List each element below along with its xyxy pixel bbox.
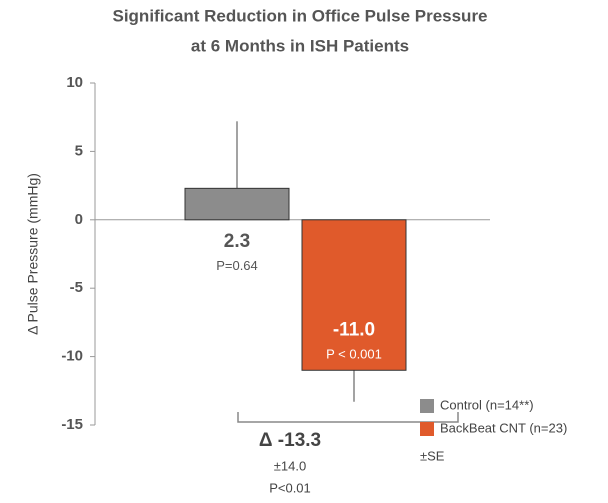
difference-label: Δ -13.3 [259,430,321,451]
chart-title: at 6 Months in ISH Patients [191,36,409,55]
bar [301,219,407,371]
legend-label: Control (n=14**) [440,397,534,412]
legend-label: BackBeat CNT (n=23) [440,420,567,435]
legend-swatch [420,422,434,436]
value-label: -11.0 [333,319,375,340]
y-axis-label: Δ Pulse Pressure (mmHg) [25,173,41,335]
value-label: 2.3 [224,231,250,252]
y-tick-label: 0 [75,211,83,228]
p-label: P=0.64 [216,258,258,273]
p-label: P < 0.001 [326,347,382,362]
bracket [237,412,459,423]
bar [184,187,290,221]
chart-title: Significant Reduction in Office Pulse Pr… [112,6,487,25]
y-tick-label: 5 [75,142,83,159]
difference-error: ±14.0 [274,458,306,473]
legend-swatch [420,399,434,413]
y-tick-label: -15 [61,416,83,433]
y-tick-label: -5 [70,279,83,296]
y-tick-label: 10 [66,74,83,91]
difference-p: P<0.01 [269,480,311,495]
y-tick-label: -10 [61,348,83,365]
error-note: ±SE [420,448,445,463]
